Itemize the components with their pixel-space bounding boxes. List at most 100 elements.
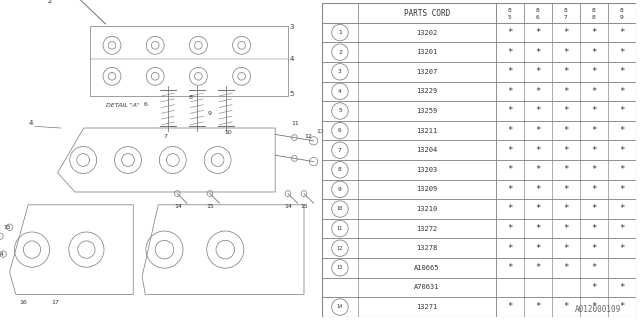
Bar: [322, 238, 636, 258]
Bar: [322, 42, 636, 62]
Text: *: *: [563, 204, 568, 213]
Text: *: *: [619, 204, 624, 213]
Text: *: *: [563, 67, 568, 76]
Text: *: *: [591, 263, 596, 272]
Text: 7: 7: [163, 134, 167, 139]
Bar: [322, 180, 636, 199]
Bar: [322, 23, 636, 42]
Text: *: *: [535, 107, 541, 116]
Text: *: *: [619, 67, 624, 76]
Text: 9: 9: [620, 15, 623, 20]
Text: 16: 16: [19, 300, 27, 305]
Text: *: *: [619, 244, 624, 253]
Text: 13202: 13202: [417, 29, 438, 36]
Text: 14: 14: [0, 234, 1, 239]
Bar: [322, 199, 636, 219]
Text: *: *: [508, 146, 513, 155]
Text: *: *: [563, 87, 568, 96]
Text: *: *: [535, 263, 541, 272]
Text: 13207: 13207: [417, 69, 438, 75]
Text: *: *: [591, 107, 596, 116]
Text: *: *: [508, 87, 513, 96]
Text: *: *: [535, 146, 541, 155]
Text: *: *: [563, 302, 568, 311]
Text: 3: 3: [290, 24, 294, 30]
Text: 8: 8: [338, 167, 342, 172]
Text: 8: 8: [189, 95, 193, 100]
Text: A012000109: A012000109: [575, 305, 621, 314]
Text: *: *: [508, 48, 513, 57]
Text: 13210: 13210: [417, 206, 438, 212]
Text: *: *: [535, 204, 541, 213]
Bar: [322, 62, 636, 82]
Text: 10: 10: [337, 206, 343, 212]
Text: 12: 12: [337, 246, 343, 251]
Text: *: *: [535, 244, 541, 253]
Text: *: *: [508, 302, 513, 311]
Text: 7: 7: [564, 15, 568, 20]
Text: *: *: [535, 126, 541, 135]
Text: *: *: [535, 302, 541, 311]
Bar: [322, 258, 636, 277]
Text: 9: 9: [208, 111, 212, 116]
Text: 14: 14: [285, 204, 292, 209]
Text: 13: 13: [317, 129, 324, 134]
Text: 13229: 13229: [417, 88, 438, 94]
Text: 3: 3: [338, 69, 342, 74]
Text: A10665: A10665: [414, 265, 440, 271]
Text: 7: 7: [338, 148, 342, 153]
Text: *: *: [563, 165, 568, 174]
Text: 6: 6: [338, 128, 342, 133]
Text: *: *: [563, 48, 568, 57]
Text: 8: 8: [592, 15, 596, 20]
Text: *: *: [508, 28, 513, 37]
Text: *: *: [508, 165, 513, 174]
Text: *: *: [619, 302, 624, 311]
Text: *: *: [535, 48, 541, 57]
Text: *: *: [508, 263, 513, 272]
Text: *: *: [563, 224, 568, 233]
Text: 14: 14: [0, 252, 4, 257]
Text: *: *: [591, 87, 596, 96]
Text: *: *: [591, 224, 596, 233]
Text: 8: 8: [508, 8, 512, 12]
Text: *: *: [508, 185, 513, 194]
Bar: [322, 160, 636, 180]
Text: *: *: [508, 67, 513, 76]
Text: *: *: [619, 48, 624, 57]
Text: 13259: 13259: [417, 108, 438, 114]
Text: 9: 9: [338, 187, 342, 192]
Text: 4: 4: [29, 120, 33, 126]
Text: *: *: [591, 244, 596, 253]
Text: 13203: 13203: [417, 167, 438, 173]
Text: 1: 1: [338, 30, 342, 35]
Text: 13: 13: [337, 265, 343, 270]
Text: *: *: [591, 126, 596, 135]
Text: *: *: [535, 28, 541, 37]
Text: *: *: [619, 28, 624, 37]
Text: *: *: [619, 283, 624, 292]
Text: 15: 15: [3, 225, 11, 230]
Bar: [322, 140, 636, 160]
Text: *: *: [508, 204, 513, 213]
Text: 17: 17: [51, 300, 59, 305]
Text: *: *: [563, 244, 568, 253]
Text: 11: 11: [291, 121, 299, 126]
Text: *: *: [508, 244, 513, 253]
Bar: [322, 82, 636, 101]
Text: 13211: 13211: [417, 128, 438, 134]
Text: 15: 15: [301, 204, 308, 209]
Text: 15: 15: [207, 204, 214, 209]
Text: *: *: [591, 204, 596, 213]
Text: *: *: [535, 67, 541, 76]
Text: 4: 4: [338, 89, 342, 94]
Text: *: *: [535, 165, 541, 174]
Text: *: *: [591, 185, 596, 194]
Text: *: *: [591, 283, 596, 292]
Bar: [322, 297, 636, 317]
Text: DETAIL "A": DETAIL "A": [106, 103, 140, 108]
Text: *: *: [508, 224, 513, 233]
Text: 4: 4: [290, 56, 294, 62]
Text: 13204: 13204: [417, 147, 438, 153]
Text: *: *: [619, 126, 624, 135]
